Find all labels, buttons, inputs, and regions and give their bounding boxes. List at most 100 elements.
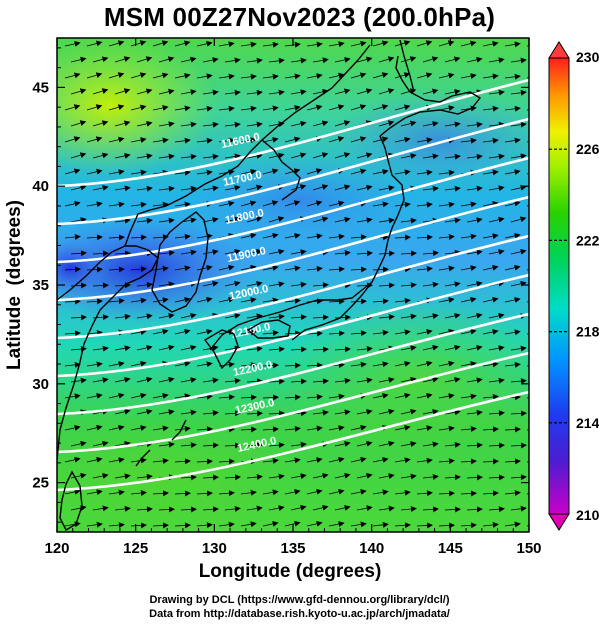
wind-vector	[350, 104, 367, 111]
wind-vector	[136, 313, 153, 320]
wind-vector	[202, 280, 219, 287]
wind-vector	[218, 490, 235, 497]
wind-vector	[224, 313, 241, 319]
wind-vector	[202, 410, 219, 416]
wind-vector	[504, 137, 521, 144]
wind-vector	[218, 521, 235, 528]
wind-vector	[64, 200, 81, 207]
wind-vector	[466, 474, 483, 481]
wind-vector	[180, 312, 197, 319]
wind-vector	[64, 266, 81, 273]
wind-vector	[64, 488, 81, 495]
wind-vector	[328, 136, 345, 143]
wind-vector	[262, 330, 279, 336]
wind-vector	[246, 153, 263, 160]
wind-vector	[70, 472, 87, 479]
y-tick-label: 35	[32, 277, 49, 294]
wind-vector	[86, 361, 103, 368]
wind-vector	[64, 40, 81, 47]
wind-vector	[488, 89, 505, 96]
wind-vector	[158, 56, 175, 63]
wind-vector	[466, 312, 483, 319]
wind-vector	[86, 266, 103, 273]
wind-vector	[350, 521, 367, 528]
wind-vector	[92, 440, 109, 447]
wind-vector	[64, 361, 81, 368]
wind-vector	[158, 153, 175, 160]
wind-vector	[306, 330, 323, 337]
wind-vector	[152, 490, 169, 497]
wind-vector	[290, 89, 307, 96]
wind-vector	[444, 506, 461, 513]
wind-vector	[196, 233, 213, 240]
wind-vector	[108, 72, 125, 79]
wind-vector	[400, 282, 417, 289]
geopotential-contour	[57, 312, 529, 416]
wind-vector	[262, 105, 279, 112]
geopotential-contour	[57, 195, 529, 302]
wind-vector	[350, 266, 367, 273]
wind-vector	[70, 282, 87, 289]
wind-vector	[152, 105, 169, 111]
wind-vector	[92, 88, 109, 95]
wind-vector	[533, 155, 548, 158]
wind-vector	[136, 408, 153, 415]
wind-vector	[130, 137, 147, 143]
wind-vector	[328, 456, 345, 463]
wind-vector	[533, 316, 548, 318]
wind-vector	[306, 362, 323, 369]
wind-vector	[268, 57, 285, 64]
x-tick-label: 120	[44, 540, 69, 557]
wind-vector	[136, 281, 153, 288]
wind-vector	[108, 169, 125, 176]
wind-vector	[334, 88, 351, 95]
wind-vector	[422, 250, 439, 257]
wind-vector	[64, 456, 81, 463]
wind-vector	[350, 456, 367, 463]
wind-vector	[482, 458, 499, 465]
wind-vector	[174, 296, 191, 303]
geopotential-contours: 11600.011700.011800.011900.012000.012100…	[57, 78, 529, 492]
wind-vector	[268, 281, 285, 288]
wind-vector	[394, 72, 411, 79]
wind-vector	[262, 297, 279, 304]
wind-vector	[174, 40, 191, 47]
wind-vector	[108, 104, 125, 111]
wind-vector	[152, 522, 169, 529]
wind-vector	[70, 314, 87, 321]
wind-vector	[312, 504, 329, 511]
wind-vector	[356, 505, 373, 512]
wind-vector	[240, 73, 257, 80]
wind-vector	[378, 88, 395, 95]
wind-vector	[64, 330, 81, 337]
wind-vector	[284, 330, 301, 337]
wind-vector	[246, 184, 263, 191]
colorbar-tick-label: 230	[576, 49, 599, 65]
x-tick-label: 130	[202, 540, 227, 557]
wind-vector	[328, 393, 345, 400]
wind-vector	[416, 72, 433, 79]
wind-vector	[504, 329, 521, 336]
wind-vector	[284, 457, 301, 464]
wind-vector	[64, 234, 81, 240]
wind-vector	[114, 56, 131, 63]
wind-vector	[136, 153, 153, 160]
wind-vector	[86, 136, 103, 143]
wind-vector	[70, 505, 87, 511]
wind-vector	[378, 282, 395, 289]
wind-vector	[158, 121, 175, 128]
colorbar-tick-label: 222	[576, 232, 599, 248]
wind-vector	[533, 124, 548, 126]
wind-vector	[158, 185, 175, 192]
wind-vector	[180, 377, 197, 384]
wind-vector	[268, 89, 285, 96]
wind-vector	[394, 360, 411, 367]
wind-vector	[504, 521, 521, 528]
wind-vector	[510, 410, 527, 417]
wind-vector	[246, 505, 263, 512]
wind-vector	[400, 56, 417, 63]
wind-vector	[328, 330, 345, 337]
wind-vector	[130, 522, 147, 529]
wind-vector	[356, 184, 373, 191]
wind-vector	[246, 280, 263, 287]
